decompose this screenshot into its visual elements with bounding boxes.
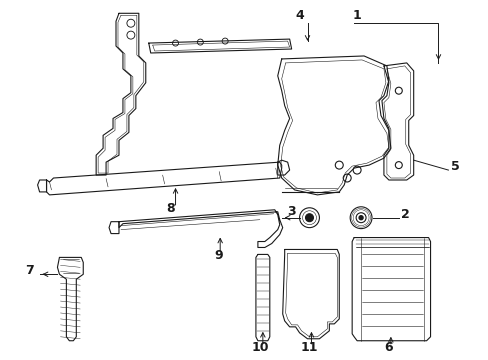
Text: 10: 10	[251, 341, 268, 354]
Circle shape	[358, 216, 362, 220]
Text: 2: 2	[400, 208, 408, 221]
Text: 9: 9	[213, 249, 222, 262]
Text: 6: 6	[384, 341, 392, 354]
Text: 1: 1	[352, 9, 361, 22]
Text: 11: 11	[300, 341, 318, 354]
Text: 5: 5	[450, 160, 459, 173]
Text: 8: 8	[166, 202, 175, 215]
Text: 7: 7	[25, 264, 34, 277]
Circle shape	[305, 214, 313, 222]
Text: 4: 4	[295, 9, 304, 22]
Text: 3: 3	[286, 205, 295, 218]
